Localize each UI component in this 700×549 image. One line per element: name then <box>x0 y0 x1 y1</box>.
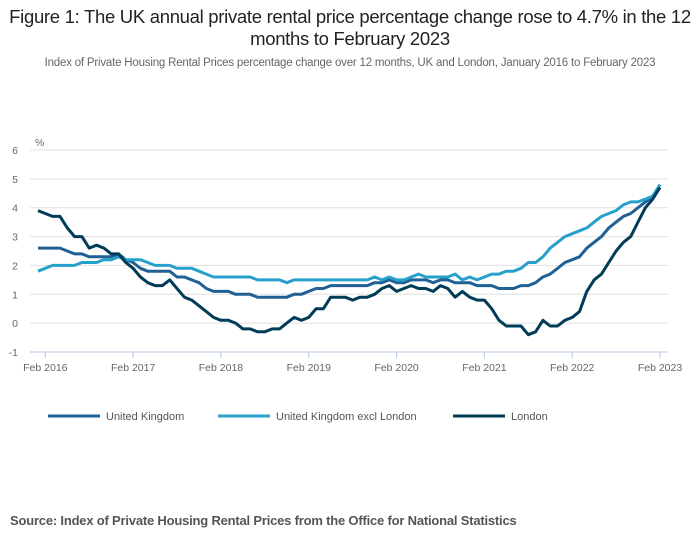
legend-label: United Kingdom <box>106 411 184 423</box>
legend-item: United Kingdom excl London <box>218 411 417 423</box>
y-tick-label: 0 <box>12 318 18 330</box>
y-tick-label: 4 <box>12 203 18 215</box>
x-tick-label: Feb 2022 <box>550 362 595 374</box>
legend-label: London <box>511 411 548 423</box>
series-line-united-kingdom <box>38 186 662 299</box>
legend: United Kingdom United Kingdom excl London… <box>48 411 548 423</box>
source-note: Source: Index of Private Housing Rental … <box>10 513 517 528</box>
chart-subtitle: Index of Private Housing Rental Prices p… <box>44 57 656 69</box>
y-tick-label: 5 <box>12 174 18 186</box>
legend-item: London <box>453 411 548 423</box>
y-tick-label: 2 <box>12 260 18 272</box>
y-tick-label: 3 <box>12 232 18 244</box>
legend-label: United Kingdom excl London <box>276 411 417 423</box>
x-tick-label: Feb 2020 <box>374 362 419 374</box>
x-axis: Feb 2016 Feb 2017 Feb 2018 Feb 2019 Feb 2020… <box>23 352 682 374</box>
chart-title: Figure 1: The UK annual private rental p… <box>9 6 691 49</box>
y-tick-label: 1 <box>12 289 18 301</box>
y-axis-unit-label: % <box>35 137 44 149</box>
series-line-london <box>37 186 662 337</box>
y-tick-label: -1 <box>9 347 18 359</box>
x-tick-label: Feb 2019 <box>287 362 332 374</box>
x-tick-label: Feb 2021 <box>462 362 507 374</box>
series-line-united-kingdom-excl-london <box>37 183 662 285</box>
x-tick-label: Feb 2018 <box>199 362 244 374</box>
x-tick-label: Feb 2017 <box>111 362 156 374</box>
legend-item: United Kingdom <box>48 411 184 423</box>
y-axis: 6 5 4 3 2 1 0 -1 <box>9 145 19 359</box>
series-lines <box>37 183 662 337</box>
y-tick-label: 6 <box>12 145 18 157</box>
x-tick-label: Feb 2016 <box>23 362 68 374</box>
x-tick-label: Feb 2023 <box>638 362 683 374</box>
